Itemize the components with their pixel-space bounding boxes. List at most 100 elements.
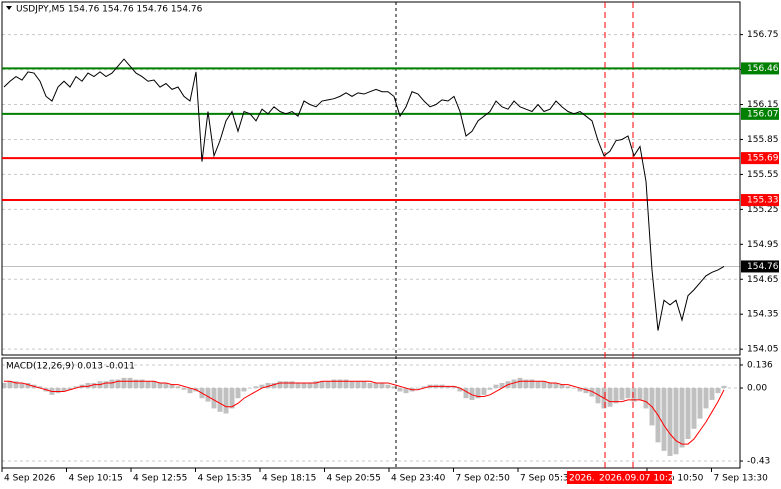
macd-bar	[205, 388, 211, 402]
macd-bar	[109, 379, 115, 389]
macd-bar	[703, 388, 709, 409]
macd-bar	[289, 381, 295, 389]
x-tick-label: 4 Sep 23:40	[391, 474, 446, 484]
macd-bar	[361, 381, 367, 389]
macd-bar	[697, 388, 703, 419]
last-price-label: 154.76	[747, 262, 779, 272]
macd-bar	[481, 388, 487, 395]
macd-bar	[163, 382, 169, 389]
macd-bar	[19, 382, 25, 389]
x-tick-label: 4 Sep 20:55	[327, 474, 381, 484]
y-tick-label: 155.85	[747, 135, 779, 145]
macd-signal-line	[4, 380, 725, 445]
y-tick-label: 0.136	[747, 360, 773, 370]
macd-bar	[565, 386, 571, 389]
macd-bar	[349, 381, 355, 389]
x-tick-label: 7 Sep 05:30	[520, 474, 575, 484]
macd-bar	[715, 388, 721, 394]
macd-bar	[463, 388, 469, 399]
y-tick-label: 154.35	[747, 310, 779, 320]
macd-panel-frame	[1, 357, 741, 469]
level-label: 155.69	[747, 154, 779, 164]
level-label-box	[741, 152, 779, 165]
macd-bar	[55, 388, 61, 394]
macd-bar	[529, 379, 535, 389]
macd-bar	[445, 386, 451, 389]
macd-bar	[415, 388, 421, 389]
macd-bar	[85, 382, 91, 389]
macd-bar	[685, 388, 691, 439]
macd-bar	[379, 382, 385, 389]
main-panel-frame	[1, 1, 741, 356]
level-label: 156.46	[747, 64, 779, 74]
macd-bar	[541, 381, 547, 389]
macd-bar	[661, 388, 667, 451]
macd-bar	[487, 388, 493, 390]
macd-bar	[247, 388, 253, 389]
y-tick-label: -0.43	[747, 457, 770, 467]
macd-bar	[619, 388, 625, 400]
macd-bar	[367, 382, 373, 389]
macd-bar	[535, 381, 541, 389]
macd-bar	[631, 388, 637, 402]
macd-bar	[403, 388, 409, 394]
macd-bar	[217, 388, 223, 412]
y-tick-label: 154.65	[747, 275, 779, 285]
level-label-box	[741, 107, 779, 120]
macd-bar	[637, 388, 643, 400]
macd-bar	[295, 382, 301, 389]
macd-bar	[307, 382, 313, 389]
macd-bar	[211, 388, 217, 409]
macd-bar	[91, 382, 97, 389]
macd-bar	[595, 388, 601, 404]
macd-bar	[559, 384, 565, 389]
x-tick-label: 7 Sep 10:50	[649, 474, 704, 484]
marker-label: 2026.	[569, 474, 595, 484]
macd-bar	[679, 388, 685, 448]
level-label-box	[741, 194, 779, 207]
macd-bar	[343, 379, 349, 389]
macd-bar	[421, 386, 427, 389]
last-price-box	[741, 260, 779, 273]
macd-bar	[325, 381, 331, 389]
macd-bar	[313, 381, 319, 389]
macd-bar	[253, 386, 259, 389]
y-tick-label: 0.00	[747, 384, 767, 394]
menu-arrow	[6, 6, 12, 10]
macd-bar	[127, 377, 133, 389]
macd-bar	[181, 388, 187, 390]
macd-bar	[115, 379, 121, 389]
macd-bar	[169, 384, 175, 389]
macd-bar	[73, 386, 79, 389]
x-tick-label: 4 Sep 18:15	[262, 474, 316, 484]
macd-bar	[187, 388, 193, 394]
y-tick-label: 155.55	[747, 170, 779, 180]
macd-bar	[67, 388, 73, 390]
x-tick-label: 7 Sep 13:30	[714, 474, 769, 484]
macd-bar	[271, 382, 277, 389]
macd-bar	[613, 388, 619, 404]
x-tick-label: 7 Sep 02:50	[456, 474, 511, 484]
macd-bar	[499, 382, 505, 389]
y-tick-label: 155.25	[747, 205, 779, 215]
macd-bar	[61, 388, 67, 392]
macd-bar	[607, 388, 613, 407]
macd-bar	[145, 381, 151, 389]
macd-bar	[589, 388, 595, 397]
macd-bar	[241, 388, 247, 392]
macd-bar	[157, 382, 163, 389]
macd-bar	[283, 381, 289, 389]
macd-bar	[709, 388, 715, 400]
macd-bar	[301, 382, 307, 389]
macd-bar	[265, 382, 271, 389]
x-tick-label: 4 Sep 12:55	[133, 474, 187, 484]
macd-bar	[391, 386, 397, 389]
macd-bar	[493, 384, 499, 389]
x-tick-label: 4 Sep 10:15	[69, 474, 123, 484]
macd-bar	[229, 388, 235, 409]
macd-bar	[625, 388, 631, 399]
macd-bar	[511, 379, 517, 389]
macd-title: MACD(12,26,9) 0.013 -0.011	[6, 362, 135, 372]
macd-bar	[25, 382, 31, 389]
